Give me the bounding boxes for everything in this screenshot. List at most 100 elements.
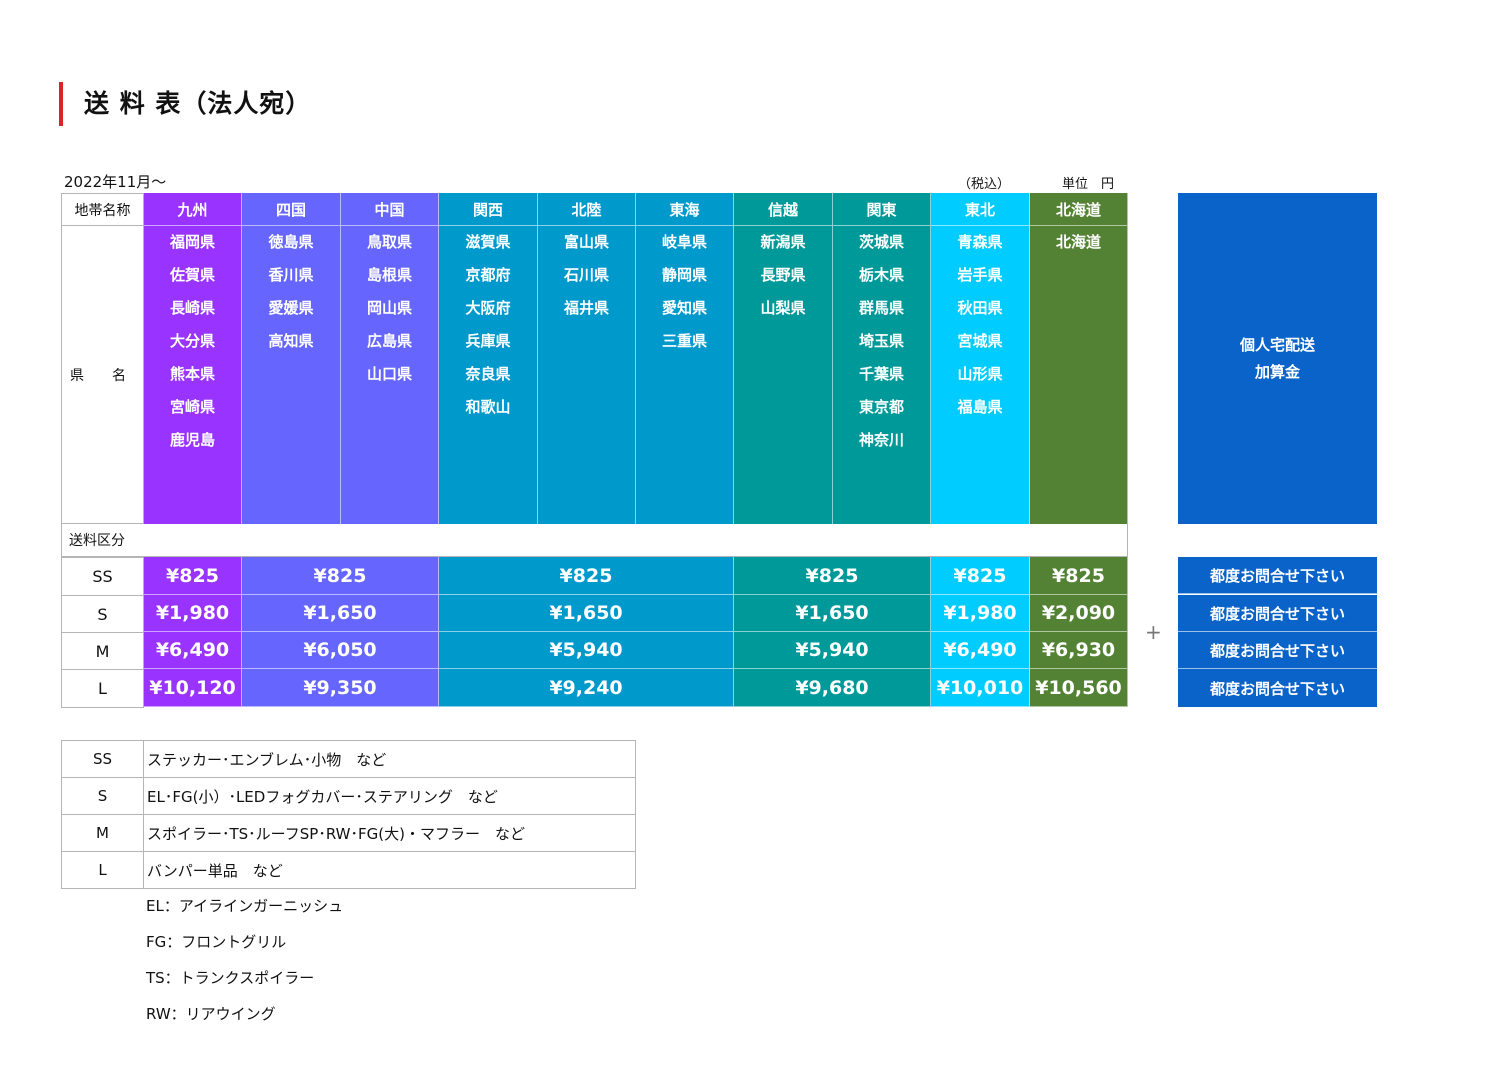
price-cell: ¥1,650: [439, 595, 734, 632]
prefecture-name: 愛媛県: [268, 299, 314, 317]
price-cell: ¥1,650: [242, 595, 439, 632]
price-cell: ¥6,490: [931, 632, 1030, 669]
prefecture-name: 青森県: [957, 233, 1003, 251]
price-cell: ¥9,350: [242, 669, 439, 707]
legend-size: SS: [61, 740, 144, 778]
prefecture-label: 県 名: [61, 225, 144, 524]
abbreviation-note: TS：トランクスポイラー: [146, 969, 315, 987]
price-cell: ¥825: [144, 557, 242, 595]
prefecture-name: 広島県: [366, 332, 412, 350]
legend-desc: バンパー単品 など: [143, 851, 636, 889]
region-header: 東北: [931, 193, 1030, 226]
prefecture-name: 岐阜県: [661, 233, 707, 251]
size-row-label: M: [61, 632, 144, 670]
price-cell: ¥825: [439, 557, 734, 595]
region-header: 北陸: [538, 193, 636, 226]
prefecture-name: 宮城県: [957, 332, 1003, 350]
price-cell: ¥825: [1030, 557, 1128, 595]
prefecture-name: 大分県: [169, 332, 215, 350]
legend-size: L: [61, 851, 144, 889]
prefecture-name: 福井県: [563, 299, 609, 317]
region-label: 地帯名称: [61, 193, 144, 226]
prefecture-name: 岡山県: [366, 299, 412, 317]
prefecture-name: 北海道: [1055, 233, 1101, 251]
prefecture-name: 岩手県: [957, 266, 1003, 284]
price-cell: ¥6,050: [242, 632, 439, 669]
price-cell: ¥5,940: [439, 632, 734, 669]
prefecture-name: 島根県: [366, 266, 412, 284]
size-row-label: S: [61, 595, 144, 633]
abbreviation-note: EL：アイラインガーニッシュ: [146, 897, 344, 915]
price-cell: ¥825: [242, 557, 439, 595]
price-cell: ¥10,010: [931, 669, 1030, 707]
prefecture-name: 山梨県: [760, 299, 806, 317]
legend-desc: EL･FG(小）･LEDフォグカバー･ステアリング など: [143, 777, 636, 815]
region-header: 北海道: [1030, 193, 1128, 226]
legend-desc: スポイラー･TS･ルーフSP･RW･FG(大)・マフラー など: [143, 814, 636, 852]
region-header: 信越: [734, 193, 833, 226]
tax-label: （税込）: [958, 177, 1011, 192]
region-header: 東海: [636, 193, 734, 226]
prefecture-column: 富山県 石川県 福井県: [538, 226, 636, 524]
prefecture-column: 茨城県 栃木県 群馬県 埼玉県 千葉県 東京都 神奈川: [833, 226, 931, 524]
prefecture-name: 佐賀県: [169, 266, 215, 284]
unit-label: 単位 円: [1062, 177, 1115, 192]
region-header: 九州: [144, 193, 242, 226]
prefecture-name: 熊本県: [169, 365, 215, 383]
individual-surcharge-box: 個人宅配送 加算金: [1178, 193, 1377, 524]
price-cell: ¥6,490: [144, 632, 242, 669]
category-label: 送料区分: [61, 523, 1128, 557]
abbreviation-note: RW：リアウイング: [146, 1005, 276, 1023]
inquiry-cell-ss: 都度お問合せ下さい: [1178, 557, 1377, 594]
region-header: 関西: [439, 193, 538, 226]
prefecture-column: 鳥取県島根県岡山県広島県山口県: [341, 226, 439, 524]
prefecture-name: 香川県: [268, 266, 314, 284]
prefecture-name: 栃木県: [858, 266, 904, 284]
prefecture-column: 徳島県香川県愛媛県高知県: [242, 226, 341, 524]
prefecture-name: 福島県: [957, 398, 1003, 416]
prefecture-column: 北海道: [1030, 226, 1128, 524]
region-header: 中国: [341, 193, 439, 226]
price-cell: ¥9,680: [734, 669, 931, 707]
price-cell: ¥2,090: [1030, 595, 1128, 632]
size-row-label: L: [61, 669, 144, 708]
prefecture-name: 高知県: [268, 332, 314, 350]
effective-date: 2022年11月～: [64, 173, 167, 191]
prefecture-column: 福岡県 佐賀県 長崎県 大分県 熊本県 宮崎県 鹿児島: [144, 226, 242, 524]
price-cell: ¥1,980: [144, 595, 242, 632]
prefecture-name: 神奈川: [858, 431, 904, 449]
price-cell: ¥1,980: [931, 595, 1030, 632]
price-cell: ¥10,560: [1030, 669, 1128, 707]
prefecture-name: 富山県: [563, 233, 609, 251]
prefecture-name: 宮崎県: [169, 398, 215, 416]
prefecture-name: 鳥取県: [366, 233, 412, 251]
prefecture-column: 新潟県 長野県 山梨県: [734, 226, 833, 524]
prefecture-name: 鹿児島: [169, 431, 215, 449]
title-accent-bar: [59, 82, 63, 126]
individual-surcharge-line1: 個人宅配送: [1239, 335, 1315, 354]
prefecture-name: 京都府: [465, 266, 511, 284]
prefecture-name: 三重県: [661, 332, 707, 350]
inquiry-cell-m: 都度お問合せ下さい: [1178, 632, 1377, 669]
legend-size: S: [61, 777, 144, 815]
prefecture-name: 和歌山: [465, 398, 511, 416]
price-cell: ¥825: [734, 557, 931, 595]
prefecture-name: 徳島県: [268, 233, 314, 251]
prefecture-name: 埼玉県: [858, 332, 904, 350]
prefecture-name: 滋賀県: [465, 233, 511, 251]
inquiry-cell-s: 都度お問合せ下さい: [1178, 595, 1377, 632]
size-row-label: SS: [61, 557, 144, 596]
prefecture-column: 滋賀県 京都府 大阪府 兵庫県 奈良県 和歌山: [439, 226, 538, 524]
prefecture-name: 千葉県: [858, 365, 904, 383]
legend-desc: ステッカー･エンブレム･小物 など: [143, 740, 636, 778]
prefecture-name: 長崎県: [169, 299, 215, 317]
individual-surcharge-line2: 加算金: [1254, 362, 1300, 381]
prefecture-name: 東京都: [858, 398, 904, 416]
prefecture-name: 山形県: [957, 365, 1003, 383]
price-cell: ¥6,930: [1030, 632, 1128, 669]
page-title: 送 料 表（法人宛）: [84, 89, 312, 118]
prefecture-name: 山口県: [366, 365, 412, 383]
region-header: 関東: [833, 193, 931, 226]
abbreviation-note: FG：フロントグリル: [146, 933, 287, 951]
plus-sign: +: [1145, 620, 1162, 644]
